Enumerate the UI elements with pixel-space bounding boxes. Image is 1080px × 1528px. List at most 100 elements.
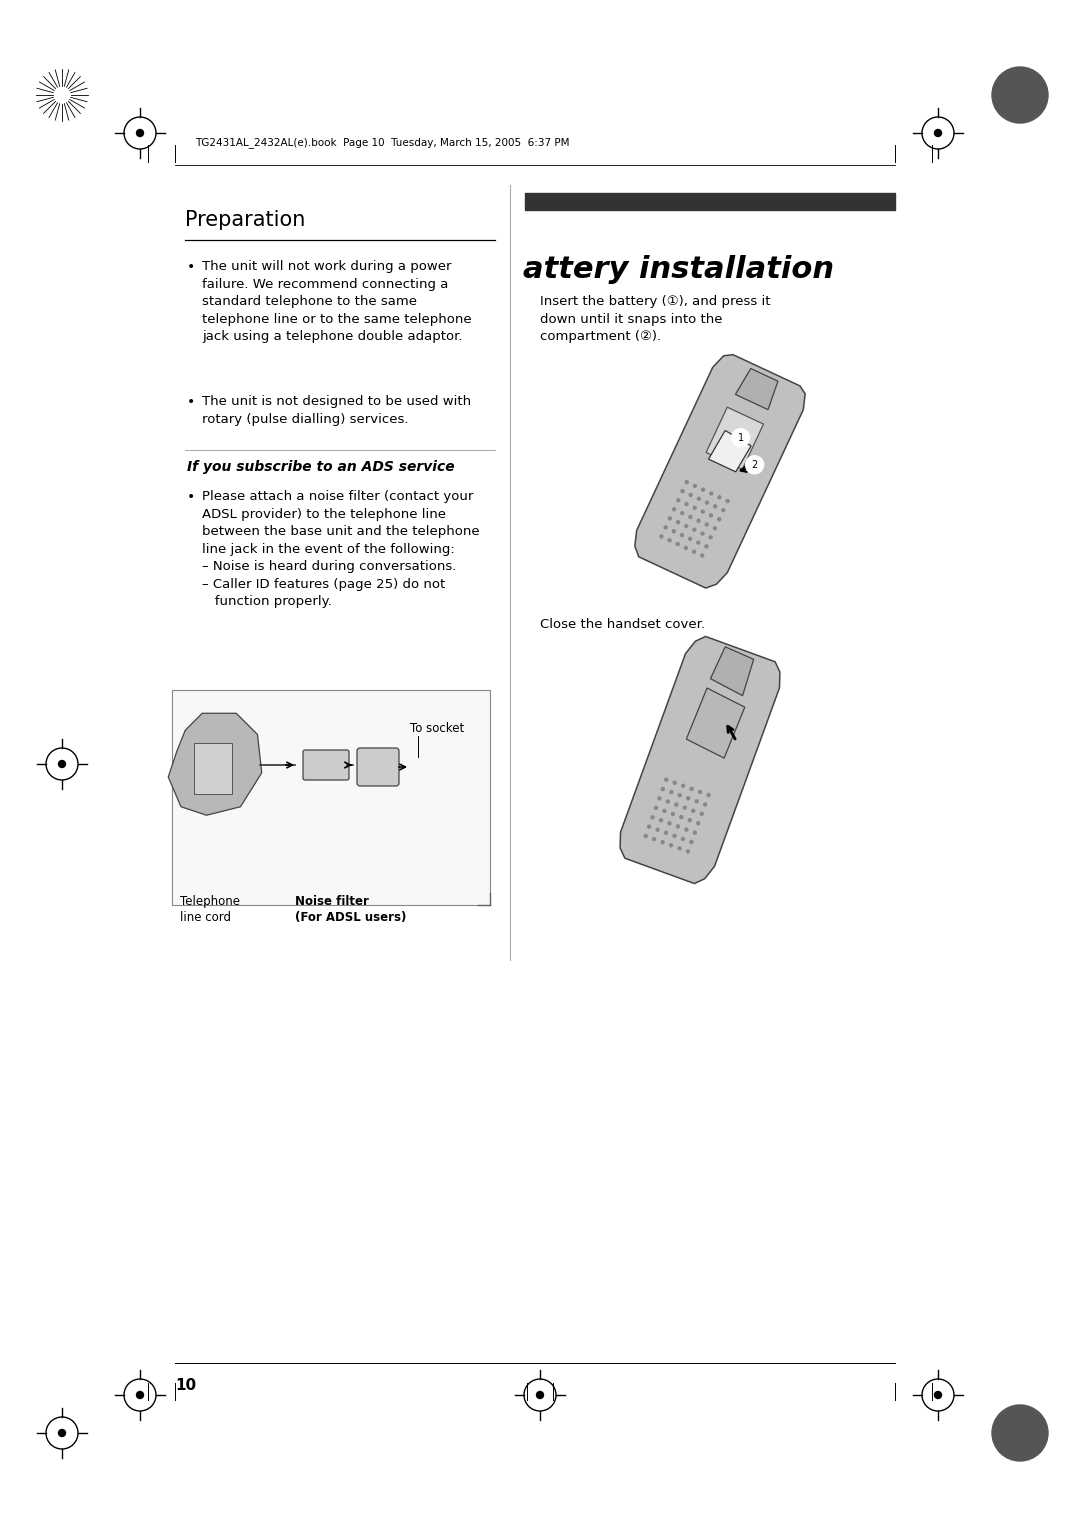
Polygon shape	[706, 406, 764, 469]
Circle shape	[689, 840, 693, 843]
Circle shape	[713, 526, 717, 530]
Circle shape	[136, 130, 144, 136]
Circle shape	[644, 834, 648, 839]
Circle shape	[664, 778, 669, 782]
Circle shape	[685, 827, 689, 831]
Circle shape	[688, 817, 692, 822]
Circle shape	[706, 793, 711, 798]
Polygon shape	[620, 637, 780, 883]
Polygon shape	[168, 714, 261, 816]
Circle shape	[698, 790, 702, 795]
Circle shape	[726, 500, 730, 503]
Circle shape	[700, 532, 704, 536]
Circle shape	[701, 509, 705, 513]
Circle shape	[659, 817, 663, 822]
Text: TG2431AL_2432AL(e).book  Page 10  Tuesday, March 15, 2005  6:37 PM: TG2431AL_2432AL(e).book Page 10 Tuesday,…	[195, 138, 569, 148]
Circle shape	[705, 500, 710, 504]
Circle shape	[677, 847, 681, 851]
Circle shape	[689, 492, 693, 497]
Circle shape	[691, 808, 696, 813]
Circle shape	[701, 487, 705, 492]
FancyBboxPatch shape	[357, 749, 399, 785]
Circle shape	[692, 506, 697, 510]
Circle shape	[694, 799, 699, 804]
Circle shape	[684, 524, 688, 529]
Circle shape	[671, 811, 675, 816]
Circle shape	[692, 484, 697, 487]
Text: •: •	[187, 490, 195, 504]
Circle shape	[650, 814, 654, 819]
Circle shape	[656, 828, 660, 831]
Text: Noise filter
(For ADSL users): Noise filter (For ADSL users)	[295, 895, 406, 924]
Text: •: •	[187, 396, 195, 410]
Circle shape	[676, 520, 680, 524]
Circle shape	[680, 837, 685, 840]
Text: 10: 10	[175, 1378, 197, 1394]
Polygon shape	[708, 431, 751, 472]
Text: The unit will not work during a power
failure. We recommend connecting a
standar: The unit will not work during a power fa…	[202, 260, 472, 342]
Polygon shape	[735, 368, 778, 410]
Circle shape	[667, 516, 672, 521]
Circle shape	[667, 821, 672, 825]
Circle shape	[664, 831, 669, 834]
Circle shape	[653, 805, 658, 810]
Circle shape	[674, 802, 678, 807]
Circle shape	[731, 429, 750, 446]
Circle shape	[993, 1406, 1048, 1461]
Text: Preparation: Preparation	[185, 209, 306, 231]
FancyBboxPatch shape	[303, 750, 349, 779]
Circle shape	[676, 498, 680, 503]
Circle shape	[697, 497, 701, 501]
Text: Telephone
line cord: Telephone line cord	[180, 895, 240, 924]
Circle shape	[58, 1430, 66, 1436]
Bar	[172, 691, 490, 905]
Circle shape	[703, 802, 707, 807]
Circle shape	[721, 507, 726, 512]
Circle shape	[680, 489, 685, 494]
Text: Please attach a noise filter (contact your
ADSL provider) to the telephone line
: Please attach a noise filter (contact yo…	[202, 490, 480, 608]
Circle shape	[658, 796, 662, 801]
Circle shape	[680, 510, 685, 515]
Circle shape	[652, 837, 657, 842]
Text: Insert the battery (①), and press it
down until it snaps into the
compartment (②: Insert the battery (①), and press it dow…	[540, 295, 770, 342]
Circle shape	[672, 529, 676, 533]
Circle shape	[670, 790, 674, 795]
Circle shape	[700, 553, 704, 558]
Circle shape	[686, 796, 690, 801]
Circle shape	[676, 824, 680, 828]
Circle shape	[689, 787, 693, 792]
Circle shape	[679, 533, 684, 538]
Bar	[193, 743, 232, 795]
Circle shape	[700, 811, 704, 816]
Circle shape	[684, 545, 688, 550]
Text: Close the handset cover.: Close the handset cover.	[540, 617, 705, 631]
Circle shape	[934, 130, 942, 136]
Circle shape	[669, 843, 673, 848]
Circle shape	[675, 542, 680, 547]
Circle shape	[661, 840, 665, 845]
Circle shape	[688, 515, 692, 520]
Polygon shape	[686, 688, 745, 758]
Circle shape	[717, 495, 721, 500]
Circle shape	[665, 799, 670, 804]
Circle shape	[704, 523, 708, 527]
Circle shape	[677, 793, 681, 798]
Text: 2: 2	[752, 460, 758, 469]
Circle shape	[647, 825, 651, 828]
Circle shape	[697, 518, 701, 523]
Circle shape	[708, 535, 713, 539]
Circle shape	[713, 504, 717, 509]
Circle shape	[704, 544, 708, 549]
Text: 1: 1	[738, 432, 744, 443]
Text: If you subscribe to an ADS service: If you subscribe to an ADS service	[187, 460, 455, 474]
Circle shape	[708, 513, 713, 518]
Circle shape	[688, 536, 692, 541]
Circle shape	[745, 455, 764, 474]
Circle shape	[717, 516, 721, 521]
Text: To socket: To socket	[410, 723, 464, 735]
Circle shape	[679, 814, 684, 819]
Polygon shape	[711, 646, 754, 695]
Circle shape	[659, 535, 663, 539]
Circle shape	[683, 805, 687, 810]
Polygon shape	[635, 354, 806, 588]
